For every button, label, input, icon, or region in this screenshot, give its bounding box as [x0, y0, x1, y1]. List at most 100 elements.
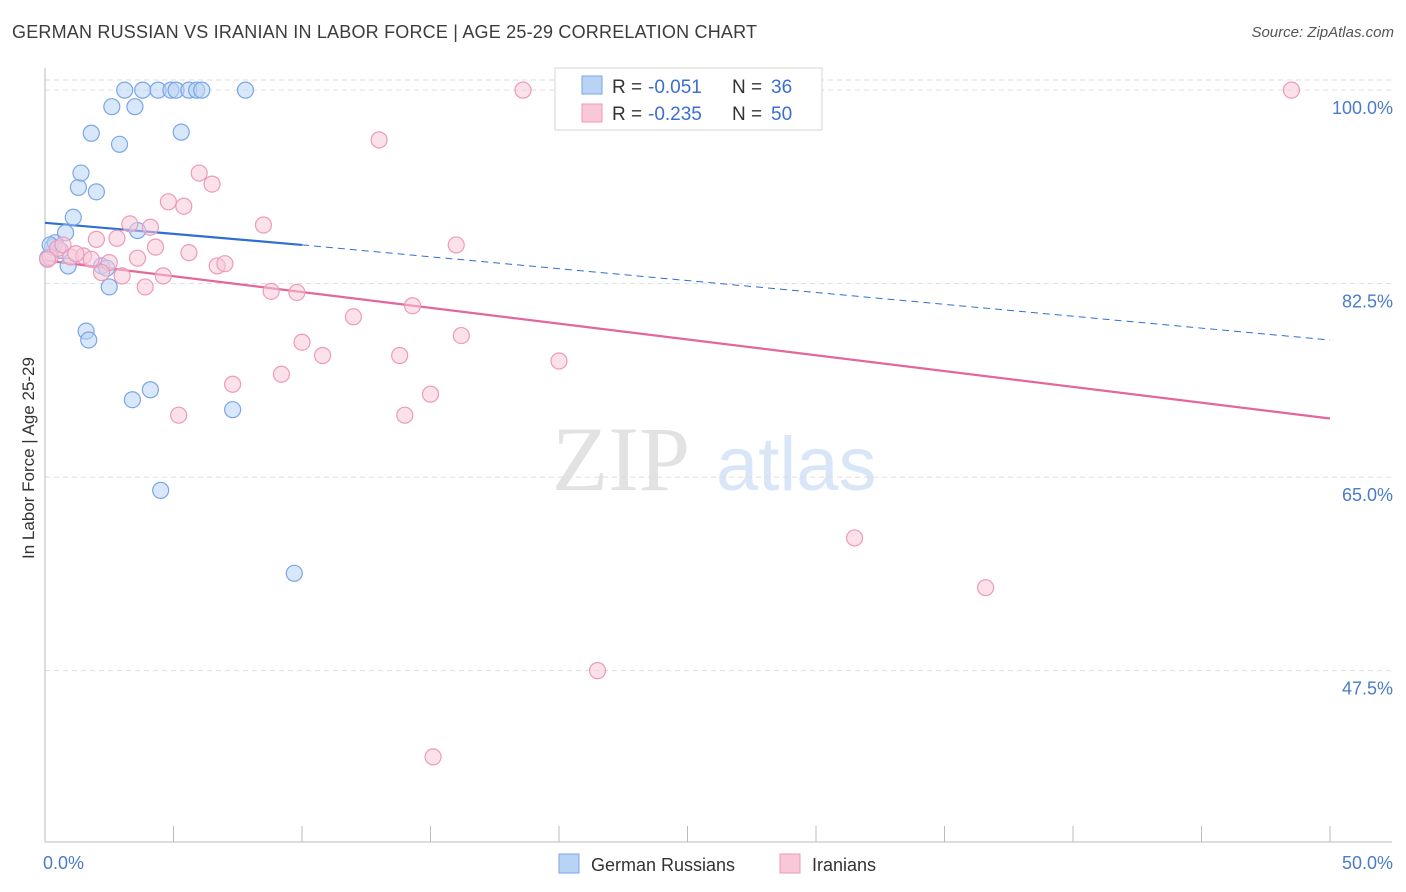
- y-tick-labels: 47.5% 65.0% 82.5% 100.0%: [1332, 98, 1393, 699]
- point-pink-18: [175, 197, 193, 215]
- source-label: Source: ZipAtlas.com: [1251, 24, 1394, 41]
- legend-r-value-2: -0.235: [648, 104, 702, 125]
- point-pink-10: [121, 215, 139, 233]
- point-pink-26: [262, 282, 280, 300]
- point-pink-34: [396, 406, 414, 424]
- legend-r-value-1: -0.051: [648, 77, 702, 98]
- trend-lines: [44, 221, 1331, 420]
- point-pink-12: [136, 278, 154, 296]
- point-pink-38: [447, 236, 465, 254]
- legend-n-value-2: 50: [771, 104, 792, 125]
- legend-r-label-1: R =: [612, 77, 642, 98]
- point-blue-32: [224, 401, 242, 419]
- point-blue-18: [116, 81, 134, 99]
- point-pink-11: [128, 249, 147, 267]
- series-legend-iranians: Iranians: [812, 855, 876, 875]
- trend-line-german-russians: [44, 221, 303, 247]
- point-pink-45: [977, 579, 995, 597]
- point-blue-7: [69, 178, 88, 197]
- trend-line-german-russians-dashed: [301, 244, 1331, 341]
- point-pink-32: [370, 131, 388, 149]
- point-pink-15: [154, 267, 172, 285]
- y-tick-label-1: 65.0%: [1342, 485, 1393, 505]
- point-pink-39: [452, 326, 470, 345]
- point-pink-20: [190, 164, 208, 182]
- point-pink-30: [313, 346, 332, 365]
- series-legend-swatch-iranians: [779, 853, 801, 874]
- point-pink-42: [588, 662, 607, 680]
- point-blue-34: [285, 564, 303, 582]
- series-legend-german-russians: German Russians: [591, 855, 735, 875]
- point-blue-17: [110, 135, 129, 153]
- point-blue-31: [193, 81, 211, 99]
- x-tick-labels: 0.0% 50.0%: [43, 853, 1393, 873]
- series-legend: German Russians Iranians: [558, 853, 876, 875]
- point-pink-8: [108, 229, 126, 247]
- point-blue-33: [236, 81, 255, 99]
- point-pink-40: [514, 81, 532, 99]
- point-pink-13: [141, 218, 159, 236]
- point-blue-19: [123, 391, 141, 409]
- watermark-zip: ZIP: [552, 408, 690, 510]
- y-tick-label-2: 82.5%: [1342, 292, 1393, 312]
- y-tick-label-0: 47.5%: [1342, 679, 1393, 699]
- legend-n-value-1: 36: [771, 77, 792, 98]
- point-pink-9: [113, 267, 131, 285]
- point-pink-41: [550, 352, 568, 370]
- point-pink-2: [54, 236, 72, 254]
- point-blue-25: [152, 481, 170, 499]
- point-pink-44: [845, 529, 864, 547]
- point-pink-5: [82, 250, 100, 268]
- x-tick-label-1: 50.0%: [1342, 853, 1393, 873]
- point-pink-23: [216, 255, 234, 273]
- point-pink-28: [288, 283, 306, 302]
- point-pink-17: [170, 406, 188, 424]
- point-blue-28: [172, 123, 190, 141]
- correlation-legend: R = -0.051 N = 36 R = -0.235 N = 50: [554, 67, 823, 131]
- point-blue-10: [80, 331, 98, 349]
- series-legend-swatch-german-russians: [558, 853, 580, 874]
- legend-n-label-2: N =: [732, 104, 762, 125]
- point-pink-35: [403, 297, 422, 315]
- legend-r-label-2: R =: [612, 104, 642, 125]
- point-pink-16: [159, 193, 177, 211]
- point-blue-23: [141, 381, 159, 399]
- point-blue-12: [87, 183, 106, 201]
- x-tick-label-0: 0.0%: [43, 853, 84, 873]
- point-pink-49: [92, 263, 111, 282]
- data-points: [38, 81, 1301, 766]
- point-pink-6: [87, 230, 106, 248]
- point-pink-25: [254, 216, 273, 234]
- point-pink-21: [203, 175, 221, 193]
- point-blue-16: [103, 98, 121, 116]
- point-pink-19: [180, 244, 198, 262]
- point-pink-14: [146, 238, 165, 256]
- legend-swatch-pink: [581, 103, 603, 123]
- chart-title: GERMAN RUSSIAN VS IRANIAN IN LABOR FORCE…: [12, 22, 758, 42]
- point-pink-46: [1282, 81, 1301, 99]
- point-blue-22: [134, 81, 152, 99]
- legend-swatch-blue: [581, 75, 603, 95]
- point-pink-47: [38, 250, 57, 268]
- y-tick-label-3: 100.0%: [1332, 98, 1393, 118]
- point-pink-36: [421, 385, 440, 403]
- point-blue-8: [72, 164, 90, 182]
- point-pink-31: [344, 308, 362, 326]
- point-blue-11: [82, 124, 100, 142]
- legend-n-label-1: N =: [732, 77, 762, 98]
- point-pink-33: [391, 346, 409, 365]
- axes: [44, 68, 1392, 843]
- watermark-atlas: atlas: [716, 422, 877, 507]
- point-pink-24: [224, 375, 242, 393]
- gridlines: [45, 79, 1392, 672]
- point-pink-29: [293, 333, 311, 351]
- point-blue-15: [100, 278, 118, 296]
- y-axis-label: In Labor Force | Age 25-29: [19, 357, 38, 559]
- point-pink-27: [272, 365, 291, 383]
- point-pink-48: [67, 245, 85, 263]
- point-blue-6: [64, 208, 82, 226]
- point-blue-20: [126, 98, 144, 116]
- trend-line-iranians: [44, 259, 1331, 420]
- point-pink-37: [424, 748, 442, 766]
